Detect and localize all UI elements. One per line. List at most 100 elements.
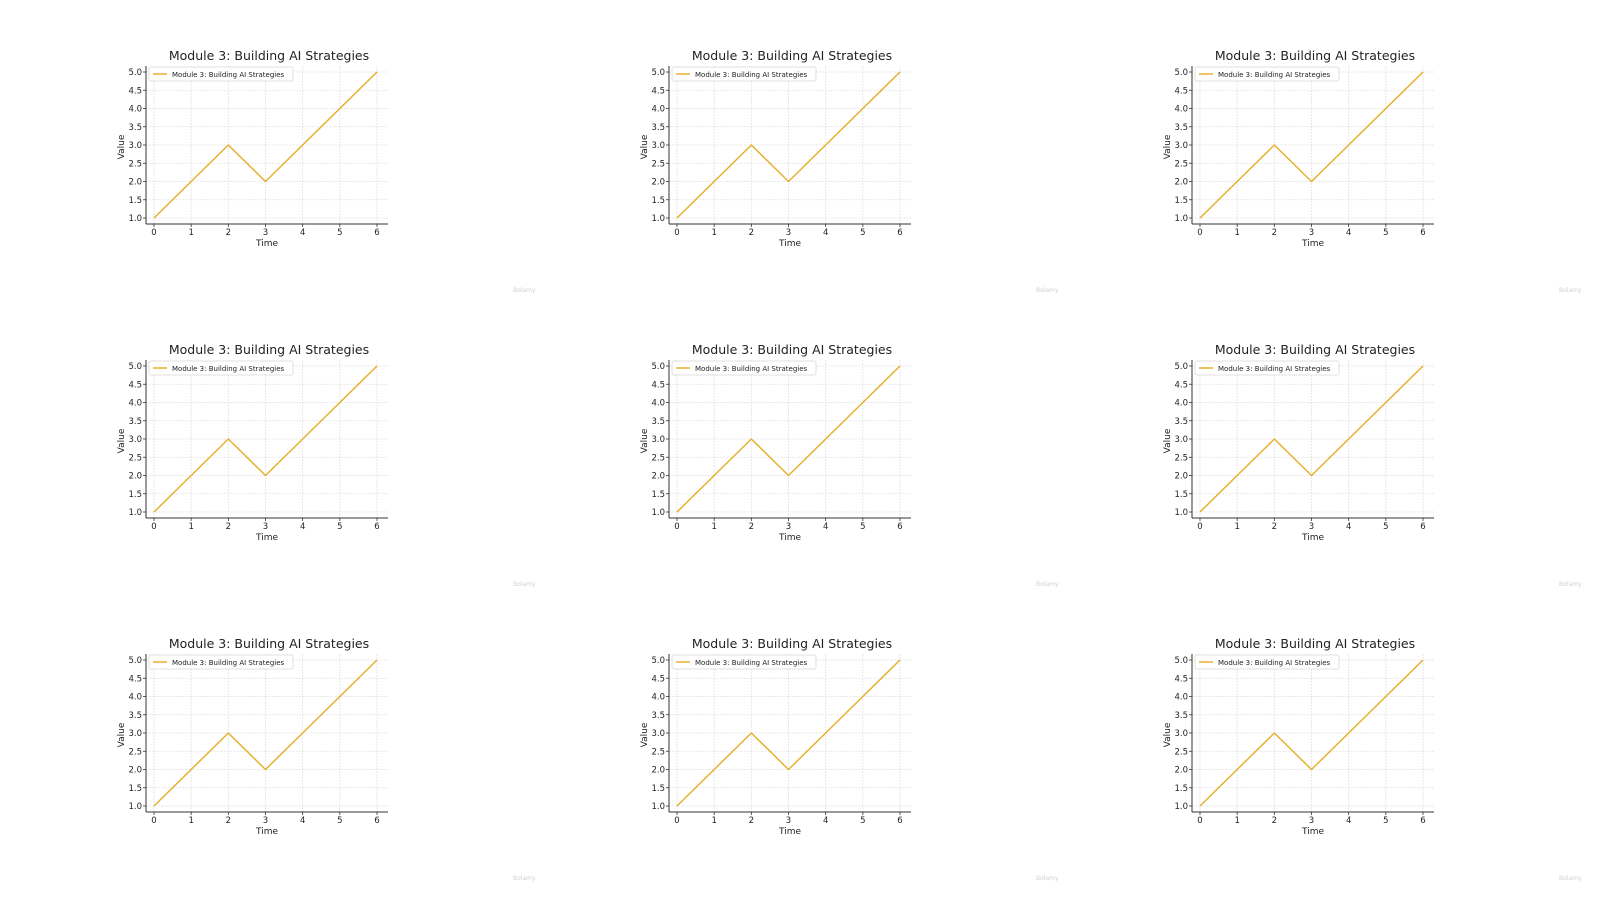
x-tick-label: 2	[749, 522, 754, 532]
chart-title: Module 3: Building AI Strategies	[1215, 48, 1415, 63]
legend-label: Module 3: Building AI Strategies	[172, 659, 285, 667]
y-tick-label: 5.0	[651, 362, 665, 372]
x-tick-label: 6	[897, 228, 902, 238]
y-tick-label: 2.0	[651, 766, 665, 776]
x-tick-label: 5	[1383, 522, 1388, 532]
y-tick-label: 4.5	[1174, 380, 1188, 390]
x-tick-label: 6	[897, 816, 902, 826]
x-tick-label: 1	[1234, 816, 1239, 826]
chart-tile: Module 3: Building AI Strategies 0 1 2 3 4 5 6 1…	[523, 0, 1059, 300]
legend: Module 3: Building AI Strategies	[148, 66, 294, 82]
legend-label: Module 3: Building AI Strategies	[695, 71, 808, 79]
chart-title: Module 3: Building AI Strategies	[169, 48, 369, 63]
x-tick-label: 5	[337, 522, 342, 532]
y-tick-label: 3.0	[128, 435, 142, 445]
y-tick-label: 4.0	[1174, 399, 1188, 409]
y-tick-label: 5.0	[1174, 656, 1188, 666]
chart-title: Module 3: Building AI Strategies	[692, 48, 892, 63]
legend-label: Module 3: Building AI Strategies	[695, 365, 808, 373]
y-tick-label: 2.0	[651, 472, 665, 482]
x-tick-label: 6	[1420, 816, 1425, 826]
legend-label: Module 3: Building AI Strategies	[1218, 659, 1331, 667]
y-axis-label: Value	[117, 722, 127, 747]
legend-box	[1194, 360, 1340, 376]
legend-box	[1194, 66, 1340, 82]
y-tick-label: 4.5	[651, 674, 665, 684]
y-tick-label: 3.5	[128, 417, 142, 427]
x-tick-label: 2	[749, 816, 754, 826]
x-tick-label: 3	[1309, 522, 1314, 532]
chart-title: Module 3: Building AI Strategies	[692, 342, 892, 357]
y-axis-label: Value	[1163, 134, 1173, 159]
y-tick-label: 2.5	[1174, 159, 1188, 169]
y-tick-label: 4.5	[651, 86, 665, 96]
y-tick-label: 4.5	[1174, 674, 1188, 684]
y-tick-label: 3.0	[1174, 729, 1188, 739]
y-tick-label: 1.5	[1174, 196, 1188, 206]
x-tick-label: 4	[300, 816, 305, 826]
y-tick-label: 1.0	[1174, 508, 1188, 518]
x-axis-label: Time	[255, 827, 278, 837]
x-tick-label: 0	[674, 522, 679, 532]
legend: Module 3: Building AI Strategies	[671, 360, 817, 376]
y-tick-label: 5.0	[651, 68, 665, 78]
chart-tile: Module 3: Building AI Strategies 0 1 2 3 4 5 6 1…	[523, 588, 1059, 888]
y-tick-label: 2.0	[1174, 472, 1188, 482]
y-tick-label: 4.0	[651, 693, 665, 703]
x-tick-label: 3	[263, 228, 268, 238]
legend-label: Module 3: Building AI Strategies	[695, 659, 808, 667]
y-tick-label: 1.5	[1174, 490, 1188, 500]
y-tick-label: 3.5	[1174, 123, 1188, 133]
y-tick-label: 2.5	[651, 159, 665, 169]
y-tick-label: 1.5	[651, 784, 665, 794]
y-axis-label: Value	[640, 428, 650, 453]
y-tick-label: 2.5	[128, 747, 142, 757]
x-tick-label: 2	[226, 522, 231, 532]
line-chart: Module 3: Building AI Strategies 0 1 2 3 4 5 6 1…	[1163, 48, 1434, 249]
x-tick-label: 2	[1272, 228, 1277, 238]
x-axis-label: Time	[778, 827, 801, 837]
legend: Module 3: Building AI Strategies	[1194, 654, 1340, 670]
x-tick-label: 0	[674, 816, 679, 826]
y-tick-label: 3.5	[651, 123, 665, 133]
y-tick-label: 5.0	[1174, 68, 1188, 78]
y-tick-label: 1.5	[1174, 784, 1188, 794]
y-tick-label: 2.0	[651, 178, 665, 188]
legend-box	[148, 654, 294, 670]
x-tick-label: 4	[823, 816, 828, 826]
y-tick-label: 1.0	[128, 508, 142, 518]
x-tick-label: 1	[711, 522, 716, 532]
y-axis-label: Value	[640, 134, 650, 159]
y-tick-label: 3.5	[128, 123, 142, 133]
x-tick-label: 6	[374, 816, 379, 826]
y-tick-label: 2.5	[128, 159, 142, 169]
x-axis-label: Time	[1301, 533, 1324, 543]
y-tick-label: 5.0	[128, 656, 142, 666]
x-axis-label: Time	[778, 533, 801, 543]
x-tick-label: 4	[1346, 228, 1351, 238]
x-tick-label: 1	[188, 816, 193, 826]
x-tick-label: 5	[860, 522, 865, 532]
x-tick-label: 5	[337, 816, 342, 826]
x-tick-label: 0	[1197, 522, 1202, 532]
x-axis-label: Time	[255, 533, 278, 543]
x-tick-label: 4	[300, 522, 305, 532]
y-tick-label: 3.5	[128, 711, 142, 721]
chart-title: Module 3: Building AI Strategies	[1215, 636, 1415, 651]
y-tick-label: 3.0	[1174, 141, 1188, 151]
chart-title: Module 3: Building AI Strategies	[692, 636, 892, 651]
legend-box	[671, 66, 817, 82]
y-tick-label: 1.0	[651, 508, 665, 518]
legend-label: Module 3: Building AI Strategies	[172, 71, 285, 79]
y-tick-label: 1.0	[128, 802, 142, 812]
x-tick-label: 1	[1234, 522, 1239, 532]
y-tick-label: 3.5	[651, 417, 665, 427]
x-tick-label: 3	[263, 816, 268, 826]
y-tick-label: 3.5	[1174, 417, 1188, 427]
line-chart: Module 3: Building AI Strategies 0 1 2 3 4 5 6 1…	[117, 342, 388, 543]
line-chart: Module 3: Building AI Strategies 0 1 2 3 4 5 6 1…	[640, 48, 911, 249]
watermark: Bolamy	[1559, 875, 1582, 882]
x-tick-label: 6	[374, 522, 379, 532]
series-line	[676, 659, 901, 807]
